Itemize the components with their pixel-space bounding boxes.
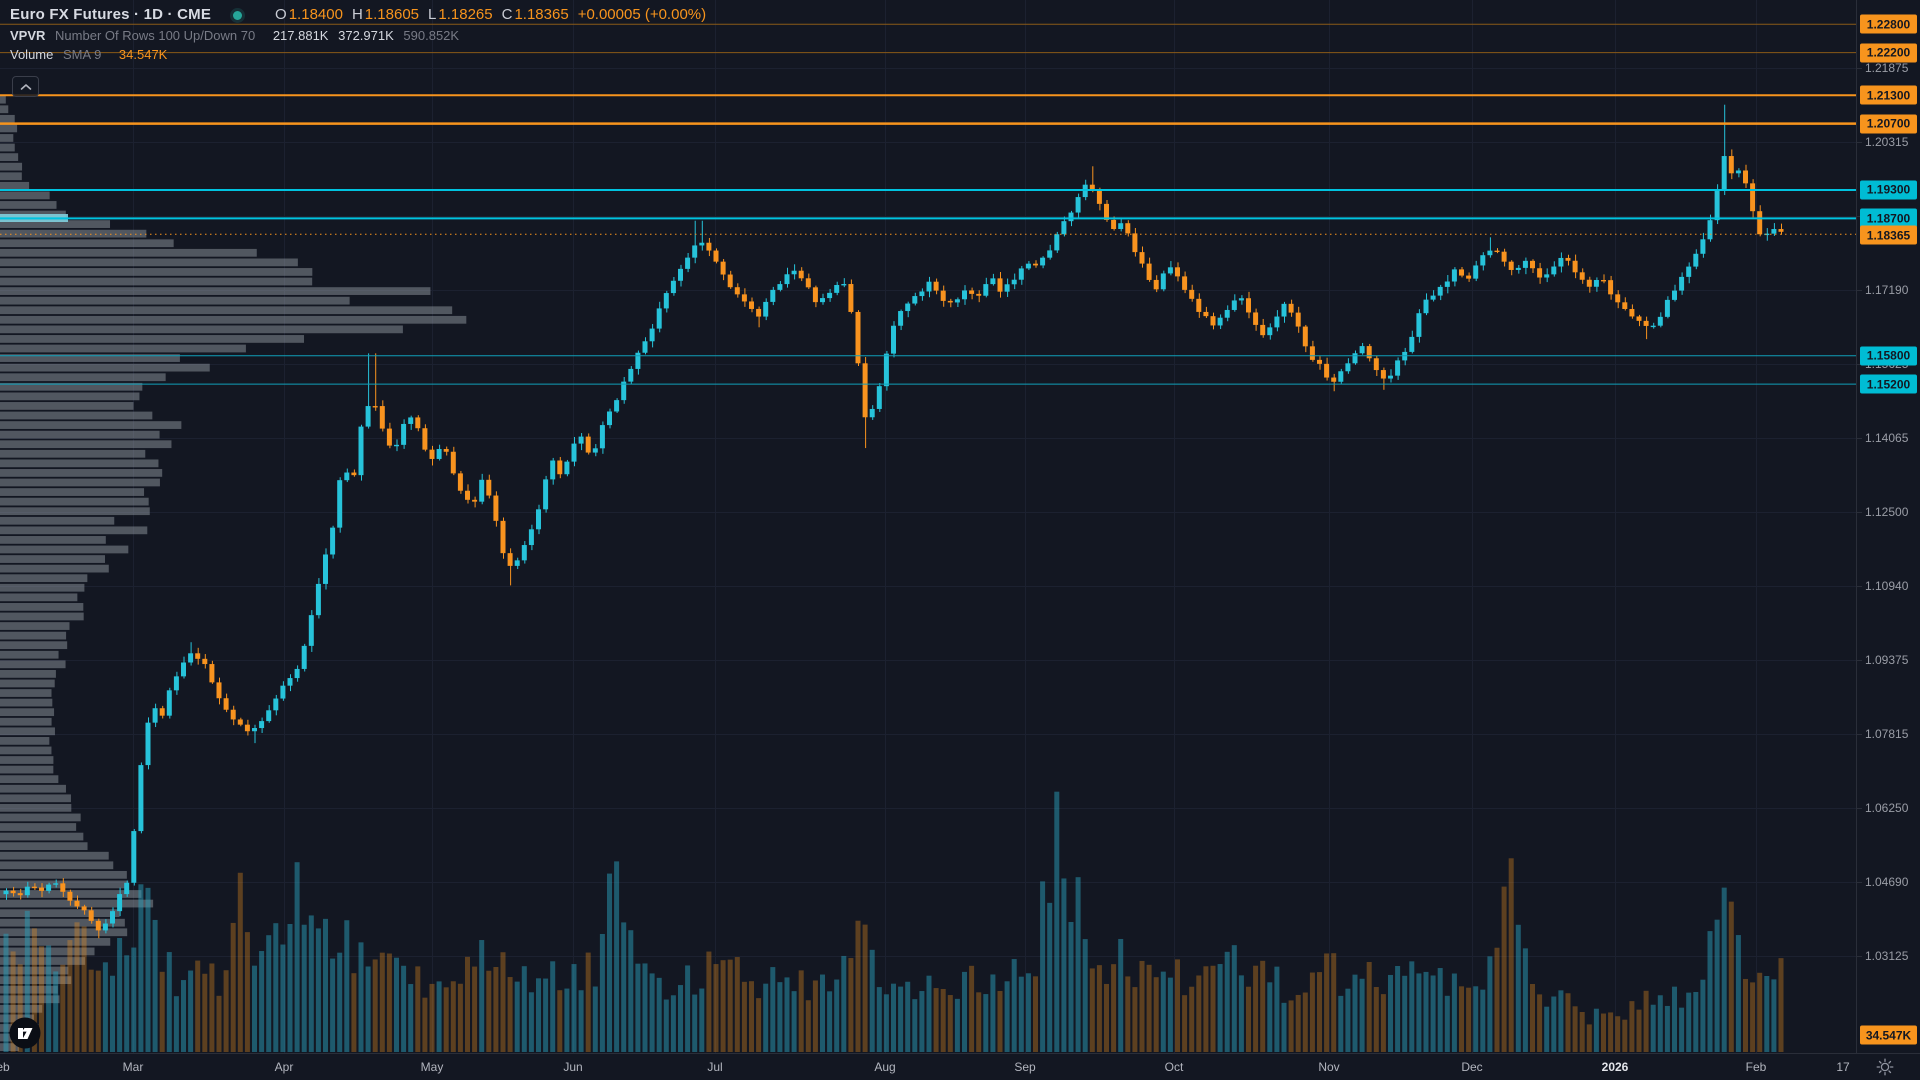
price-axis-tick bbox=[1857, 68, 1862, 69]
time-axis-label: Oct bbox=[1164, 1060, 1184, 1074]
time-axis-label: Aug bbox=[874, 1060, 896, 1074]
price-axis-tick bbox=[1857, 660, 1862, 661]
price-level-badge: 1.15800 bbox=[1860, 346, 1917, 366]
price-axis-label: 1.12500 bbox=[1865, 505, 1909, 519]
volume-value: 34.547K bbox=[118, 47, 168, 62]
time-axis-label: Feb bbox=[1745, 1060, 1767, 1074]
time-axis-label: 17 bbox=[1836, 1060, 1850, 1074]
vpvr-value-1: 217.881K bbox=[272, 28, 329, 43]
close-value: 1.18365 bbox=[514, 6, 569, 23]
vpvr-value-3: 590.852K bbox=[403, 28, 460, 43]
time-axis-label: eb bbox=[0, 1060, 10, 1074]
time-axis-label: May bbox=[420, 1060, 444, 1074]
price-axis-label: 1.03125 bbox=[1865, 949, 1909, 963]
vpvr-value-2: 372.971K bbox=[338, 28, 394, 43]
time-axis-label: Jul bbox=[707, 1060, 723, 1074]
time-axis-label: Jun bbox=[563, 1060, 583, 1074]
time-axis-label: Nov bbox=[1318, 1060, 1340, 1074]
price-axis-tick bbox=[1857, 216, 1862, 217]
low-value: 1.18265 bbox=[438, 6, 493, 23]
ohlc-values: O 1.18400 H 1.18605 L 1.18265 C 1.18365 +0.00005… bbox=[268, 6, 708, 23]
time-axis-label: 2026 bbox=[1601, 1060, 1629, 1074]
price-axis-tick bbox=[1857, 808, 1862, 809]
price-axis[interactable]: 1.218751.203151.187501.171901.156251.140… bbox=[1856, 0, 1920, 1053]
low-label: L bbox=[428, 6, 437, 23]
volume-indicator-row[interactable]: Volume SMA 9 34.547K bbox=[10, 47, 167, 62]
price-axis-label: 1.10940 bbox=[1865, 579, 1909, 593]
collapse-pane-button[interactable] bbox=[12, 76, 39, 97]
vpvr-params: Number Of Rows 100 Up/Down 70 bbox=[55, 28, 256, 43]
price-level-lines[interactable] bbox=[0, 23, 1856, 385]
high-label: H bbox=[351, 6, 363, 23]
time-axis-label: Sep bbox=[1014, 1060, 1036, 1074]
price-level-badge: 1.15200 bbox=[1860, 374, 1917, 394]
grid-lines bbox=[0, 0, 1856, 1053]
price-level-badge: 1.18700 bbox=[1860, 208, 1917, 228]
price-axis-label: 1.06250 bbox=[1865, 801, 1909, 815]
volume-params: SMA 9 bbox=[63, 47, 102, 62]
volume-bars bbox=[3, 791, 1784, 1052]
price-axis-tick bbox=[1857, 734, 1862, 735]
price-axis-tick bbox=[1857, 512, 1862, 513]
high-value: 1.18605 bbox=[364, 6, 420, 23]
volume-name[interactable]: Volume bbox=[10, 47, 54, 62]
price-level-badge: 1.21300 bbox=[1860, 85, 1917, 105]
price-axis-label: 1.07815 bbox=[1865, 727, 1909, 741]
tradingview-logo[interactable] bbox=[8, 1016, 42, 1050]
symbol-legend-row[interactable]: Euro FX Futures · 1D · CME O 1.18400 H 1.186… bbox=[10, 6, 708, 23]
price-level-badge: 1.22200 bbox=[1860, 43, 1917, 63]
change-value: +0.00005 (+0.00%) bbox=[577, 6, 707, 23]
last-price-badge: 1.18365 bbox=[1860, 225, 1917, 245]
price-level-badge: 1.20700 bbox=[1860, 114, 1917, 134]
price-axis-tick bbox=[1857, 882, 1862, 883]
price-level-badge: 1.19300 bbox=[1860, 180, 1917, 200]
time-axis-label: Apr bbox=[274, 1060, 294, 1074]
candlestick-series bbox=[3, 104, 1784, 939]
vpvr-profile-bars bbox=[0, 95, 467, 1051]
close-label: C bbox=[501, 6, 513, 23]
open-label: O bbox=[275, 6, 287, 23]
price-axis-label: 1.21875 bbox=[1865, 61, 1909, 75]
time-axis[interactable]: eb Mar Apr May Jun Jul Aug Sep Oct Nov Dec 2026 Feb 1… bbox=[0, 1053, 1920, 1080]
vpvr-indicator-row[interactable]: VPVR Number Of Rows 100 Up/Down 70 217.8… bbox=[10, 28, 459, 43]
open-value: 1.18400 bbox=[288, 6, 343, 23]
price-axis-tick bbox=[1857, 438, 1862, 439]
vpvr-name[interactable]: VPVR bbox=[10, 28, 46, 43]
time-axis-settings-gear-icon[interactable] bbox=[1876, 1058, 1894, 1076]
time-axis-label: Mar bbox=[122, 1060, 144, 1074]
chart-plot-area[interactable] bbox=[0, 0, 1856, 1053]
price-axis-label: 1.20315 bbox=[1865, 135, 1909, 149]
price-axis-tick bbox=[1857, 290, 1862, 291]
price-axis-tick bbox=[1857, 364, 1862, 365]
chevron-up-icon bbox=[20, 83, 31, 90]
price-axis-label: 1.09375 bbox=[1865, 653, 1909, 667]
volume-value-badge: 34.547K bbox=[1860, 1025, 1917, 1045]
market-status-dot bbox=[233, 10, 243, 20]
price-axis-label: 1.04690 bbox=[1865, 875, 1909, 889]
price-axis-tick bbox=[1857, 142, 1862, 143]
symbol-title[interactable]: Euro FX Futures · 1D · CME bbox=[10, 6, 212, 23]
price-axis-tick bbox=[1857, 586, 1862, 587]
price-axis-label: 1.14065 bbox=[1865, 431, 1909, 445]
price-level-badge: 1.22800 bbox=[1860, 14, 1917, 34]
price-axis-label: 1.17190 bbox=[1865, 283, 1909, 297]
time-axis-label: Dec bbox=[1461, 1060, 1483, 1074]
price-axis-tick bbox=[1857, 956, 1862, 957]
